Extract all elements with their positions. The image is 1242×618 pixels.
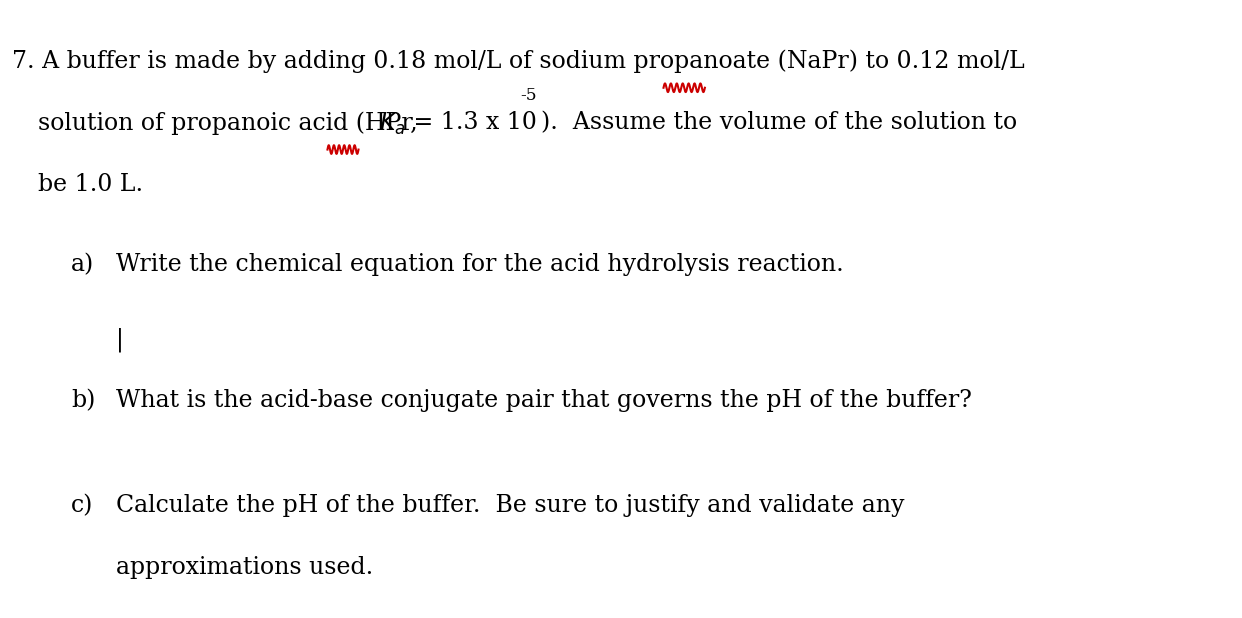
Text: a): a)	[71, 253, 94, 276]
Text: approximations used.: approximations used.	[116, 556, 373, 579]
Text: Calculate the pH of the buffer.  Be sure to justify and validate any: Calculate the pH of the buffer. Be sure …	[116, 494, 904, 517]
Text: b): b)	[71, 389, 96, 412]
Text: c): c)	[71, 494, 93, 517]
Text: |: |	[116, 328, 124, 352]
Text: be 1.0 L.: be 1.0 L.	[37, 173, 143, 196]
Text: -5: -5	[520, 87, 537, 104]
Text: ).  Assume the volume of the solution to: ). Assume the volume of the solution to	[540, 111, 1017, 134]
Text: $K_a$: $K_a$	[379, 111, 406, 137]
Text: = 1.3 x 10: = 1.3 x 10	[406, 111, 537, 134]
Text: What is the acid-base conjugate pair that governs the pH of the buffer?: What is the acid-base conjugate pair tha…	[116, 389, 971, 412]
Text: Write the chemical equation for the acid hydrolysis reaction.: Write the chemical equation for the acid…	[116, 253, 843, 276]
Text: 7. A buffer is made by adding 0.18 mol/L of sodium propanoate (NaPr) to 0.12 mol: 7. A buffer is made by adding 0.18 mol/L…	[12, 49, 1025, 73]
Text: solution of propanoic acid (HPr,: solution of propanoic acid (HPr,	[37, 111, 425, 135]
